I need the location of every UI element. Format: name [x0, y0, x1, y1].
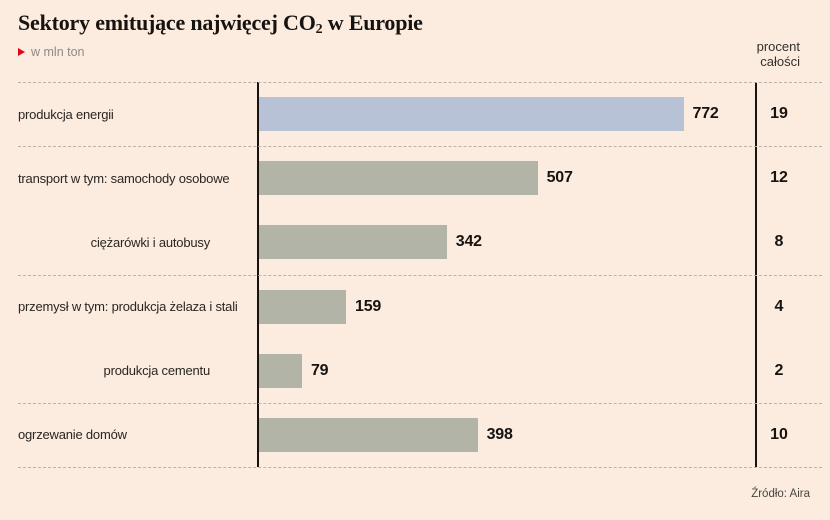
chart-title: Sektory emitujące najwięcej CO2 w Europi… — [18, 10, 423, 37]
chart-title-subscript: 2 — [315, 22, 323, 37]
row-separator-dashed-line — [18, 82, 822, 83]
unit-label-text: w mln ton — [31, 45, 85, 59]
red-triangle-icon — [18, 48, 25, 56]
row-label: ciężarówki i autobusy — [90, 234, 211, 250]
row-separator-dashed-line — [18, 402, 822, 404]
bar-row: 507 — [258, 146, 751, 210]
row-separator-dashed-line — [18, 467, 822, 468]
percent-column-header: procent całości — [757, 39, 800, 69]
row-separator-dashed-line — [18, 274, 822, 276]
percent-header-line2: całości — [760, 54, 800, 69]
bar — [258, 225, 447, 260]
bar-row: 159 — [258, 275, 751, 339]
unit-label: w mln ton — [18, 45, 85, 59]
row-separator-dashed-line — [18, 146, 822, 148]
bar-value-label: 159 — [355, 297, 382, 315]
bar — [258, 97, 684, 132]
percent-header-line1: procent — [756, 39, 800, 54]
source-credit: Źródło: Aira — [751, 488, 810, 500]
bar-value-label: 398 — [486, 425, 513, 443]
bar-row: 342 — [258, 210, 751, 274]
percent-value: 2 — [774, 361, 784, 379]
chart-title-suffix: w Europie — [322, 10, 423, 35]
bar — [258, 161, 538, 196]
percent-value: 12 — [770, 169, 788, 187]
row-label: ogrzewanie domów — [18, 427, 127, 443]
row-label: transport w tym: samochody osobowe — [18, 170, 230, 186]
bar — [258, 289, 347, 324]
percent-value: 4 — [774, 297, 784, 315]
bar-row: 772 — [258, 82, 751, 146]
bar — [258, 353, 302, 388]
row-label: przemysł w tym: produkcja żelaza i stali — [18, 299, 238, 315]
bar — [258, 417, 478, 452]
bar-value-label: 79 — [310, 361, 329, 379]
bar-row: 79 — [258, 339, 751, 403]
bar-value-label: 342 — [455, 233, 482, 251]
row-label: produkcja cementu — [103, 363, 211, 379]
bar-value-label: 507 — [546, 169, 573, 187]
bar-row: 398 — [258, 403, 751, 467]
percent-value: 10 — [770, 425, 788, 443]
bar-value-label: 772 — [692, 105, 719, 123]
chart-title-text: Sektory emitujące najwięcej CO — [18, 10, 316, 35]
row-label: produkcja energii — [18, 106, 114, 122]
percent-value: 8 — [774, 233, 784, 251]
percent-value: 19 — [770, 105, 788, 123]
